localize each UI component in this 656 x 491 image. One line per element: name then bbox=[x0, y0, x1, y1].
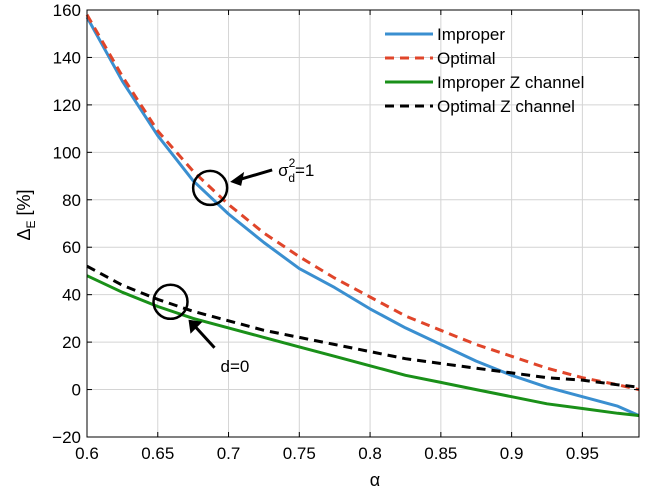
x-tick-label: 0.85 bbox=[424, 444, 457, 463]
y-tick-label: 20 bbox=[62, 333, 81, 352]
x-tick-label: 0.95 bbox=[566, 444, 599, 463]
y-axis-label-unit: [%] bbox=[14, 189, 34, 220]
series-line-improper-z-channel bbox=[86, 274, 640, 418]
annotation-arrowhead bbox=[230, 171, 245, 186]
x-tick-label: 0.9 bbox=[500, 444, 524, 463]
y-tick-label: 160 bbox=[53, 1, 81, 20]
x-axis-label: α bbox=[370, 470, 380, 490]
annotation-label: d=0 bbox=[221, 357, 250, 376]
annotation-circle bbox=[152, 283, 189, 321]
annotation-circle bbox=[191, 169, 229, 207]
legend-label: Optimal Z channel bbox=[437, 97, 575, 116]
annotation-sigma: σ bbox=[278, 161, 289, 180]
y-tick-label: 120 bbox=[53, 96, 81, 115]
plot-frame bbox=[86, 9, 640, 438]
tick-marks: 0.6 0.65 0.7 0.75 0.8 0.85 0.9 0.95 −20 0 20 40 60 80… bbox=[52, 1, 639, 463]
annotation-arrowhead bbox=[188, 319, 203, 334]
annotation-label: σ2 d=1 bbox=[278, 156, 314, 185]
y-axis-label-main: Δ bbox=[14, 229, 34, 241]
x-tick-label: 0.75 bbox=[283, 444, 316, 463]
y-axis-label: ΔE [%] bbox=[14, 189, 38, 240]
y-tick-label: 80 bbox=[62, 191, 81, 210]
legend: Improper Optimal Improper Z channel Optimal… bbox=[385, 25, 584, 116]
y-tick-label: 100 bbox=[53, 143, 81, 162]
annotation-arrow bbox=[237, 168, 273, 182]
annotation-arrow bbox=[192, 323, 216, 349]
y-tick-label: −20 bbox=[52, 428, 81, 447]
y-tick-label: 0 bbox=[72, 381, 81, 400]
y-tick-label: 40 bbox=[62, 286, 81, 305]
annotation-sup: 2 bbox=[289, 156, 296, 170]
legend-label: Optimal bbox=[437, 49, 496, 68]
x-tick-label: 0.6 bbox=[75, 444, 99, 463]
x-tick-label: 0.8 bbox=[358, 444, 382, 463]
legend-label: Improper Z channel bbox=[437, 73, 584, 92]
annotation-sub: d bbox=[288, 171, 295, 185]
series-line-optimal-z-channel bbox=[86, 264, 640, 389]
x-tick-label: 0.65 bbox=[141, 444, 174, 463]
series-line-optimal bbox=[85, 13, 640, 392]
y-axis-label-sub: E bbox=[24, 220, 38, 228]
y-tick-label: 140 bbox=[53, 48, 81, 67]
legend-label: Improper bbox=[437, 25, 505, 44]
x-tick-label: 0.7 bbox=[217, 444, 241, 463]
y-tick-label: 60 bbox=[62, 238, 81, 257]
series-line-improper bbox=[85, 16, 640, 417]
annotations: σ2 d=1 d=0 bbox=[152, 156, 314, 376]
annotation-tail: =1 bbox=[295, 161, 314, 180]
